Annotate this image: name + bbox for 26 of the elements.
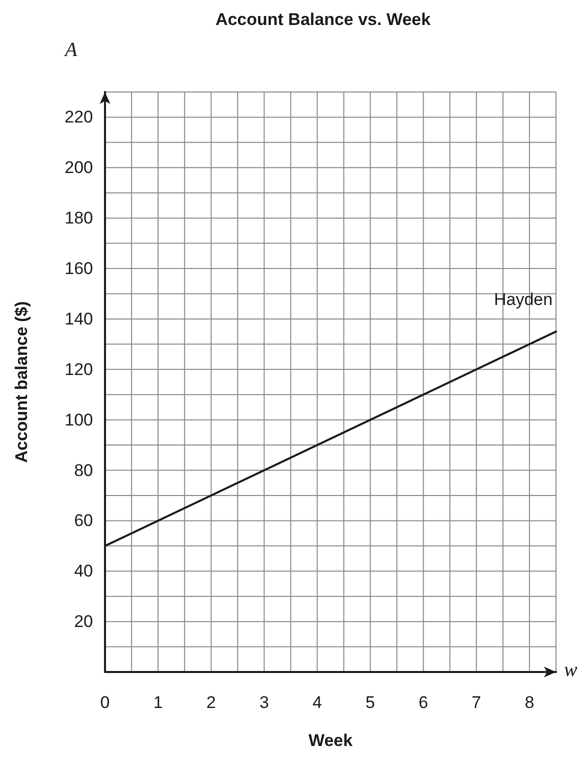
chart-title: Account Balance vs. Week	[215, 10, 432, 29]
y-tick-label: 20	[74, 612, 93, 632]
x-tick-label: 1	[153, 693, 163, 712]
x-tick-label: 2	[206, 693, 216, 712]
y-tick-label: 180	[64, 208, 93, 228]
x-tick-label: 4	[312, 693, 322, 712]
y-tick-label: 120	[64, 360, 93, 379]
x-axis-title: Week	[308, 731, 354, 750]
text: w	[564, 659, 578, 681]
series-label: Hayden	[494, 290, 553, 310]
y-tick-label: 40	[74, 562, 93, 581]
y-tick-label: 60	[74, 511, 93, 530]
x-tick-label: 8	[524, 693, 534, 712]
y-tick-label: 140	[64, 309, 93, 328]
x-tick-label: 6	[418, 693, 428, 712]
y-axis-title: Account balance ($)	[12, 301, 31, 463]
y-tick-label: 160	[64, 259, 93, 278]
text: A	[63, 39, 78, 61]
x-tick-label: 7	[472, 693, 482, 712]
x-tick-label: 5	[366, 693, 376, 712]
x-tick-label: 3	[259, 693, 269, 712]
x-tick-label: 0	[100, 693, 110, 712]
y-tick-label: 80	[74, 460, 93, 480]
y-tick-label: 100	[64, 410, 93, 430]
y-tick-label: 220	[64, 108, 93, 127]
y-tick-label: 200	[64, 158, 93, 178]
